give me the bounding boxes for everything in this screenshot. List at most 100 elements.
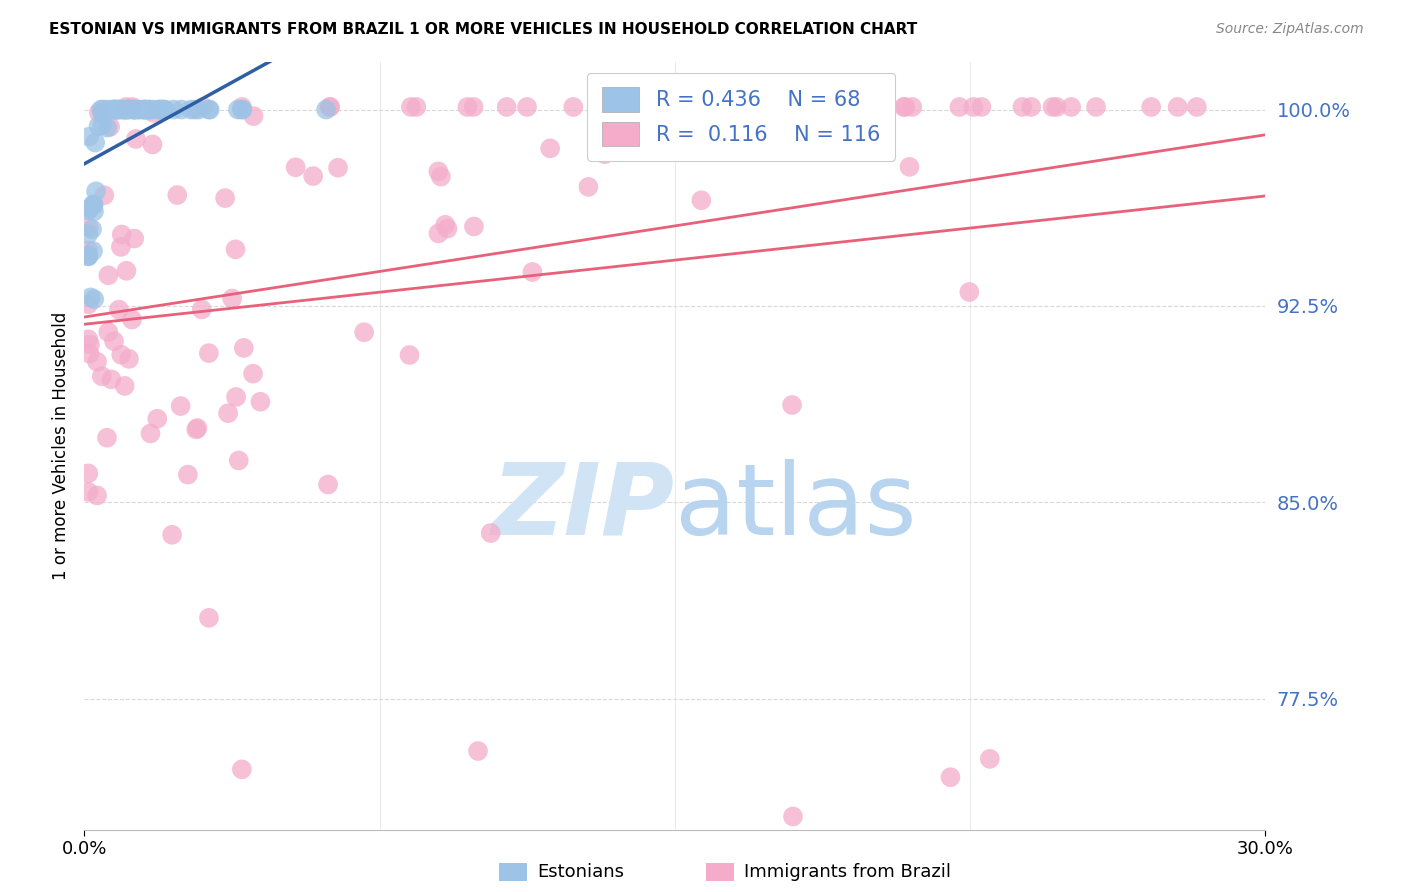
Point [127, 103, 149, 117]
Point [124, 103, 146, 117]
Point [957, 285, 980, 299]
Point [90, 369, 112, 384]
Point [970, 100, 993, 114]
Point [214, 191, 236, 205]
Point [593, 147, 616, 161]
Point [149, 103, 172, 117]
Text: atlas: atlas [675, 458, 917, 556]
Point [77, 484, 100, 499]
Point [77, 249, 100, 263]
Point [112, 103, 135, 117]
Point [562, 100, 585, 114]
Point [186, 422, 208, 436]
Point [135, 103, 157, 117]
Point [190, 302, 212, 317]
Point [103, 334, 125, 349]
Point [82, 244, 104, 258]
Point [134, 103, 156, 117]
Point [302, 169, 325, 183]
Point [93, 188, 115, 202]
Point [231, 103, 253, 117]
Point [495, 100, 517, 114]
Point [353, 325, 375, 339]
Point [115, 100, 138, 114]
Point [682, 100, 704, 114]
Point [96, 120, 118, 135]
Text: Immigrants from Brazil: Immigrants from Brazil [744, 863, 950, 881]
Point [630, 100, 652, 114]
Point [1140, 100, 1163, 114]
Point [1085, 100, 1108, 114]
Point [427, 164, 450, 178]
Point [226, 103, 249, 117]
Point [91, 103, 114, 117]
Point [138, 103, 160, 117]
Point [77, 249, 100, 263]
Point [125, 132, 148, 146]
Point [132, 103, 155, 117]
Point [83, 198, 105, 212]
Point [84, 136, 107, 150]
Point [77, 297, 100, 311]
Point [83, 292, 105, 306]
Point [162, 103, 184, 117]
Point [91, 118, 114, 132]
Point [118, 103, 141, 117]
Point [96, 103, 118, 117]
Point [160, 528, 183, 542]
Point [427, 227, 450, 241]
Point [149, 103, 172, 117]
Point [198, 346, 221, 360]
Point [77, 467, 100, 481]
Point [538, 141, 561, 155]
Point [315, 103, 337, 117]
Point [152, 103, 174, 117]
Point [939, 770, 962, 784]
Point [456, 100, 478, 114]
Point [77, 244, 100, 258]
Point [103, 103, 125, 117]
Point [111, 227, 134, 242]
Point [398, 348, 420, 362]
Point [142, 137, 165, 152]
Point [1011, 100, 1033, 114]
Point [112, 103, 135, 117]
Point [898, 160, 921, 174]
Point [516, 100, 538, 114]
Point [80, 222, 103, 236]
Point [780, 398, 803, 412]
Point [108, 302, 131, 317]
Point [103, 103, 125, 117]
Point [115, 103, 138, 117]
Point [1060, 100, 1083, 114]
Point [224, 243, 246, 257]
Point [197, 103, 219, 117]
Point [86, 355, 108, 369]
Point [138, 103, 160, 117]
Point [132, 103, 155, 117]
Point [110, 348, 132, 362]
Point [103, 103, 125, 117]
Text: Source: ZipAtlas.com: Source: ZipAtlas.com [1216, 22, 1364, 37]
Point [142, 103, 165, 117]
Point [97, 325, 120, 339]
Point [193, 100, 215, 114]
Point [319, 100, 342, 114]
Point [100, 103, 122, 117]
Point [284, 161, 307, 175]
Point [97, 268, 120, 283]
Point [110, 240, 132, 254]
Point [114, 379, 136, 393]
Point [115, 103, 138, 117]
Point [122, 103, 145, 117]
Point [108, 103, 131, 117]
Point [1185, 100, 1208, 114]
Point [979, 752, 1001, 766]
Point [87, 105, 110, 120]
Point [128, 103, 150, 117]
Point [169, 399, 191, 413]
Point [180, 103, 202, 117]
Point [187, 103, 209, 117]
Point [1042, 100, 1064, 114]
Point [148, 103, 170, 117]
